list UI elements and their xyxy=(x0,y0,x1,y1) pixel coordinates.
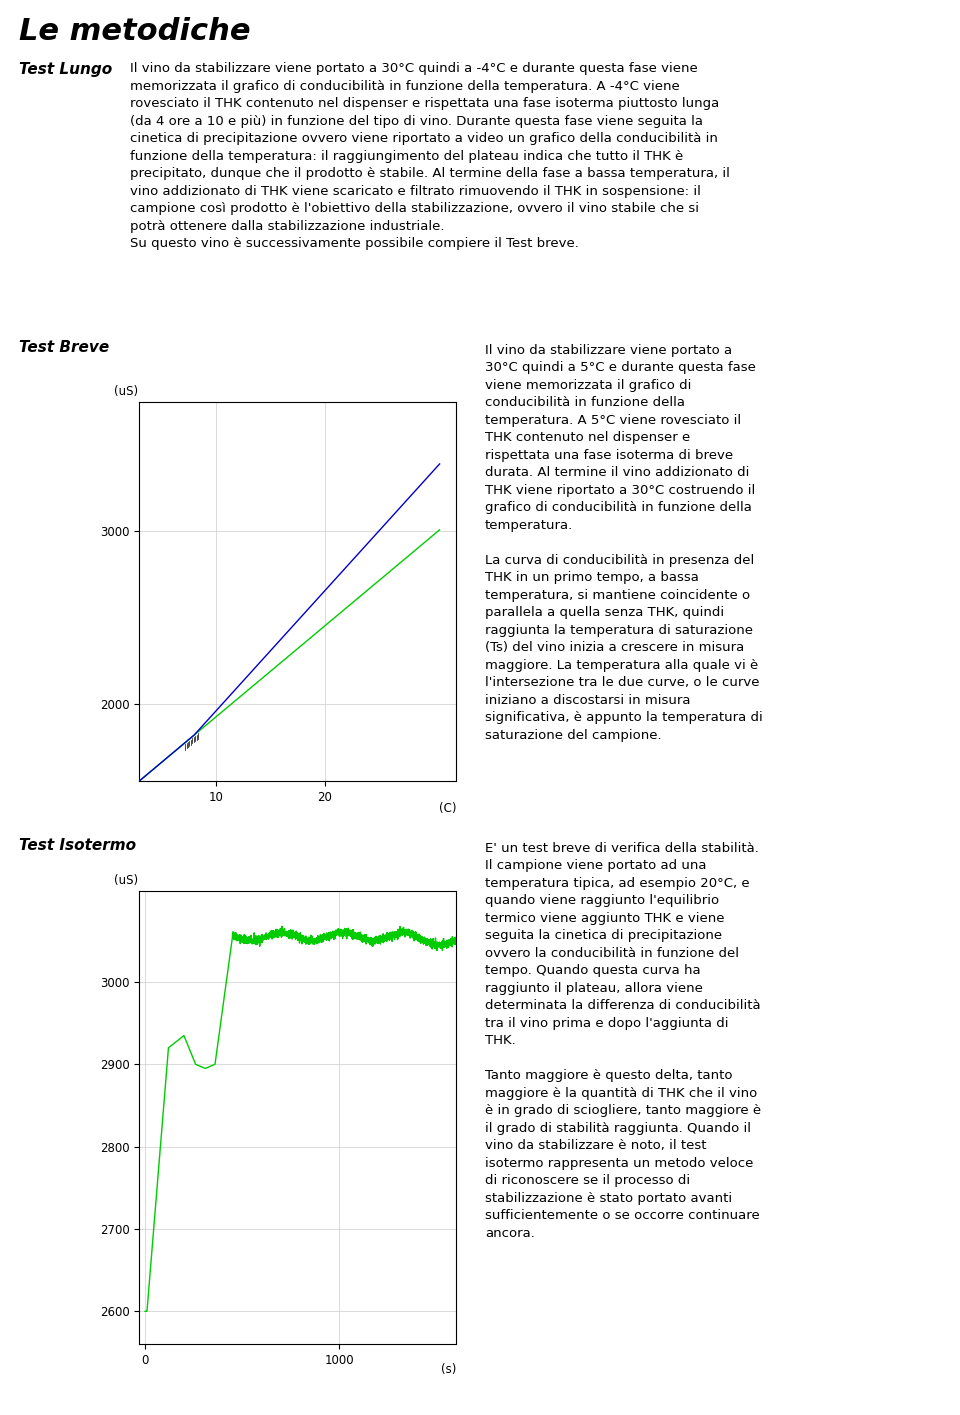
Text: Il vino da stabilizzare viene portato a 30°C quindi a -4°C e durante questa fase: Il vino da stabilizzare viene portato a … xyxy=(130,62,730,250)
Text: (uS): (uS) xyxy=(114,874,138,887)
Text: (C): (C) xyxy=(439,802,456,815)
Text: Test Lungo: Test Lungo xyxy=(19,62,112,78)
Text: E' un test breve di verifica della stabilità.
Il campione viene portato ad una
t: E' un test breve di verifica della stabi… xyxy=(485,842,761,1240)
Text: Test Isotermo: Test Isotermo xyxy=(19,838,136,853)
Text: Il vino da stabilizzare viene portato a
30°C quindi a 5°C e durante questa fase
: Il vino da stabilizzare viene portato a … xyxy=(485,344,762,741)
Text: (s): (s) xyxy=(441,1363,456,1377)
Text: Test Breve: Test Breve xyxy=(19,340,109,355)
Text: Le metodiche: Le metodiche xyxy=(19,17,251,45)
Text: (uS): (uS) xyxy=(114,385,138,398)
